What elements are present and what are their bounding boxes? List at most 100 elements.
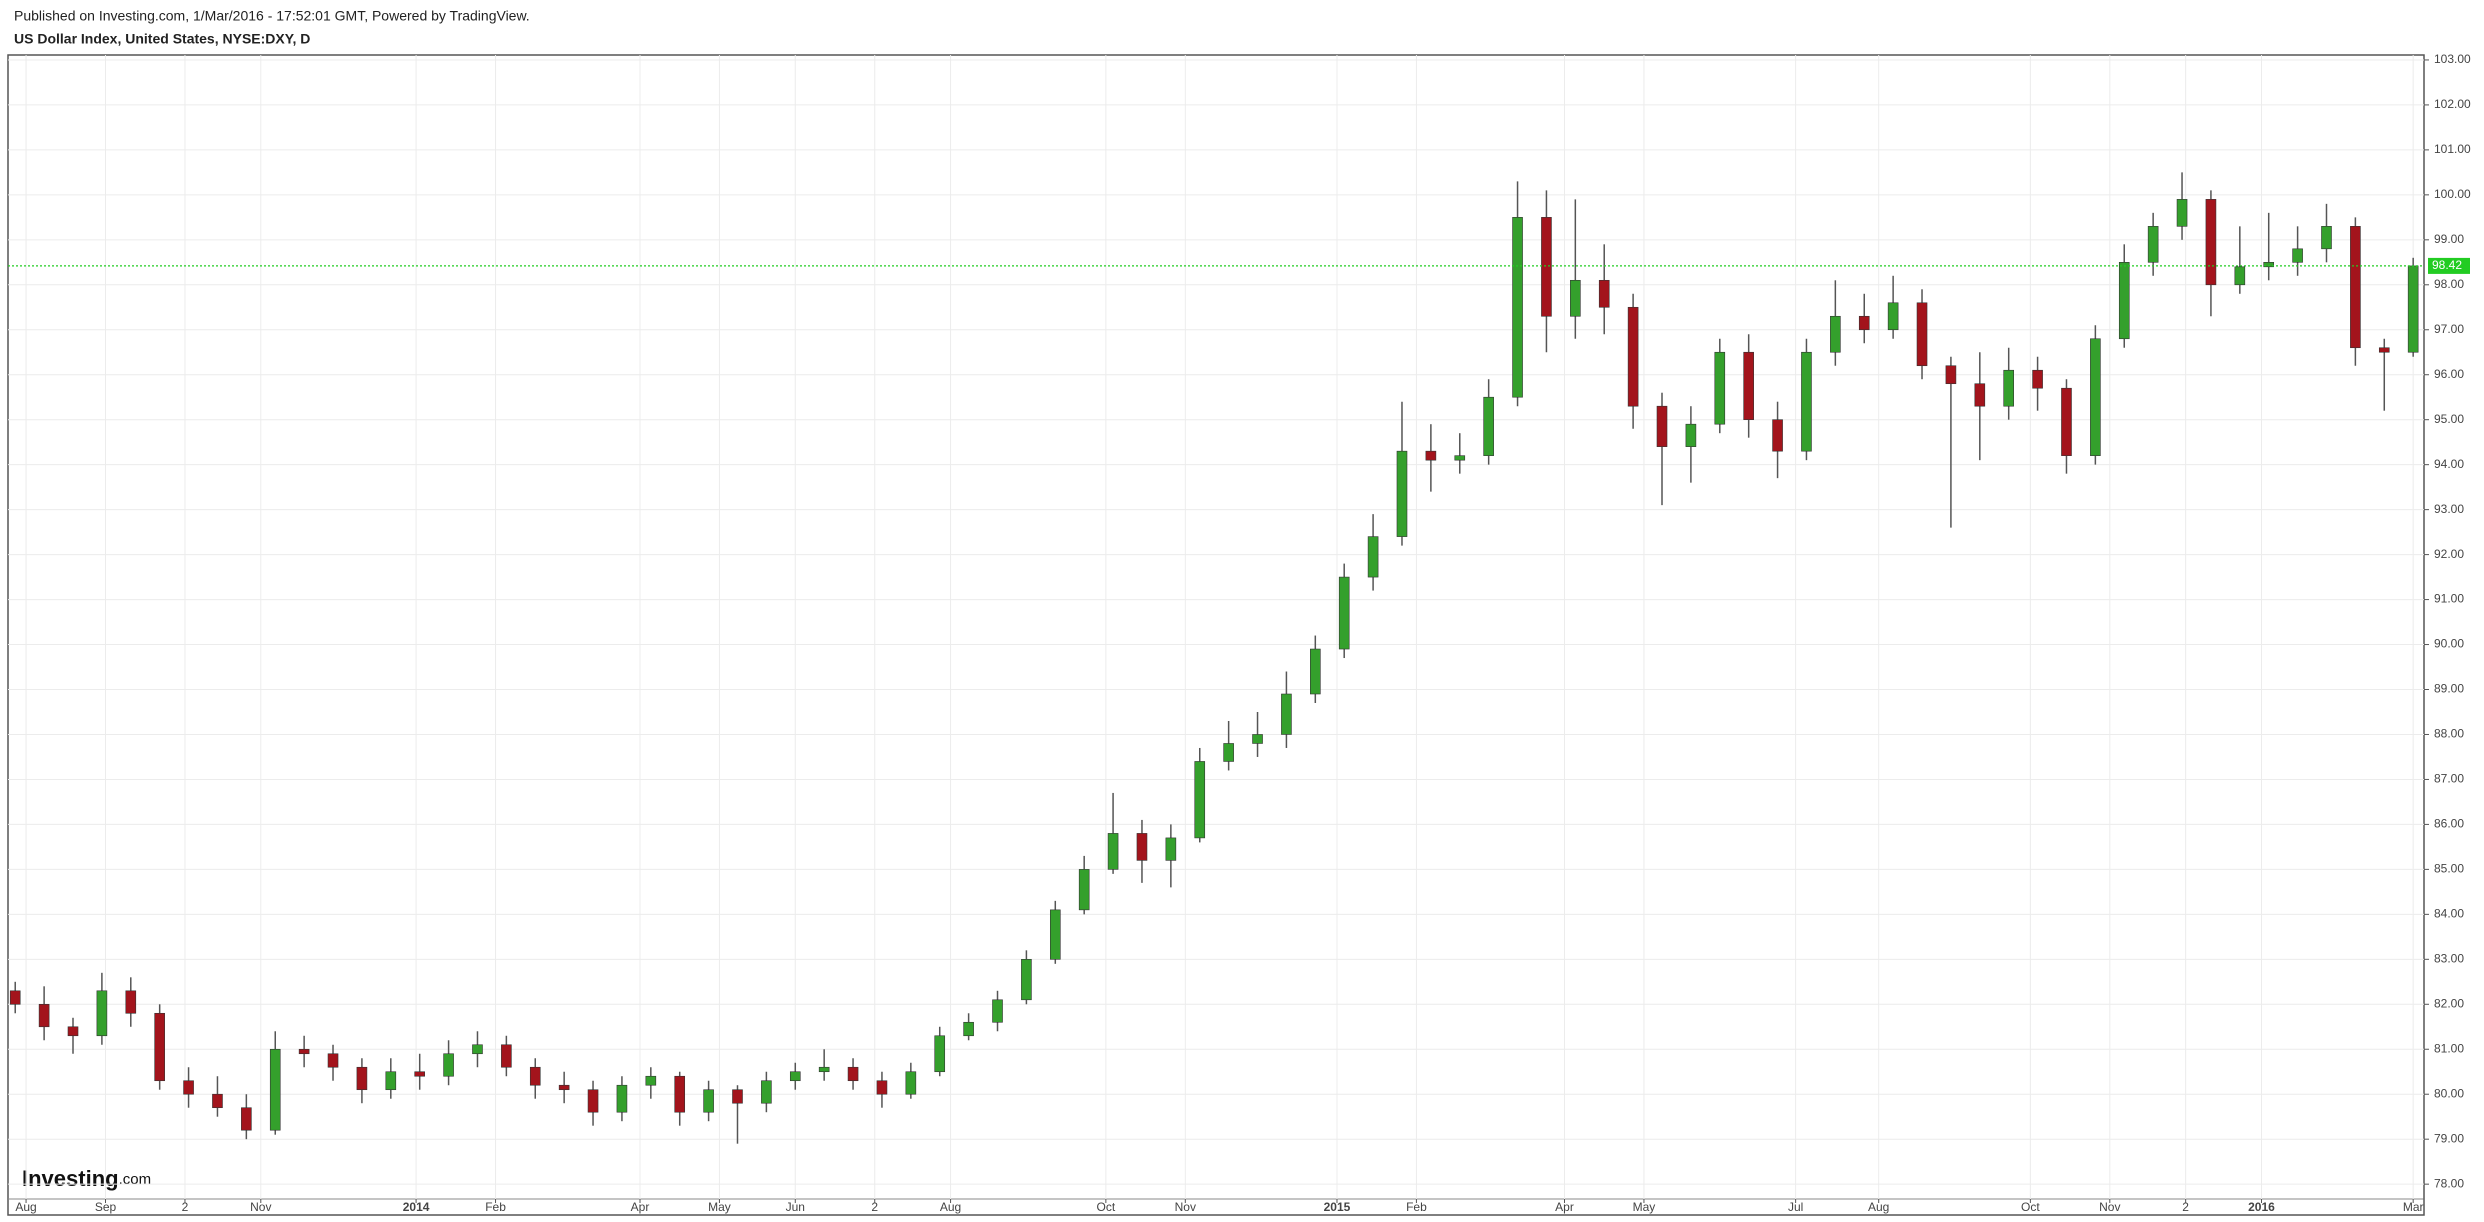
y-tick-label: 79.00 [2434, 1131, 2464, 1145]
candle-body [1223, 743, 1234, 762]
y-tick-label: 91.00 [2434, 592, 2464, 606]
candle-body [443, 1053, 454, 1077]
candle-body [2090, 338, 2101, 456]
y-tick-label: 81.00 [2434, 1041, 2464, 1055]
candle-body [1252, 734, 1263, 744]
candle-body [9, 990, 21, 1005]
candle-body [1310, 648, 1321, 695]
x-tick-label: Aug [15, 1200, 36, 1214]
candle-body [1627, 306, 1639, 407]
x-tick-label: Oct [1097, 1200, 1116, 1214]
candle-body [934, 1035, 946, 1073]
candle-body [414, 1071, 425, 1077]
candle-body [1714, 351, 1726, 425]
candle-body [2061, 387, 2072, 456]
y-tick-label: 85.00 [2434, 862, 2464, 876]
x-tick-label: Nov [250, 1200, 271, 1214]
candle-body [1801, 351, 1812, 452]
candle-body [154, 1012, 165, 1082]
y-tick-label: 102.00 [2434, 97, 2471, 111]
y-tick-label: 82.00 [2434, 996, 2464, 1010]
candle-body [1165, 837, 1177, 861]
candle-body [992, 999, 1003, 1023]
candle-body [1021, 959, 1032, 1001]
x-tick-label: Mar [2403, 1200, 2424, 1214]
x-tick-label: May [1633, 1200, 1656, 1214]
y-tick-label: 86.00 [2434, 817, 2464, 831]
x-tick-label: 2015 [1324, 1200, 1351, 1214]
x-tick-label: 2 [182, 1200, 189, 1214]
candle-body [876, 1080, 888, 1095]
y-tick-label: 97.00 [2434, 322, 2464, 336]
candle-body [2147, 226, 2159, 263]
y-tick-label: 101.00 [2434, 142, 2471, 156]
candle-body [2003, 369, 2014, 407]
last-price-box [2428, 257, 2470, 274]
chart-title: US Dollar Index, United States, NYSE:DXY… [14, 31, 310, 47]
y-tick-label: 94.00 [2434, 457, 2464, 471]
candle-body [1945, 365, 1957, 385]
candle-body [1396, 450, 1408, 537]
candle-body [2176, 199, 2188, 227]
candle-body [703, 1089, 714, 1113]
candle-body [1107, 833, 1119, 870]
candle-body [847, 1066, 859, 1082]
candle-body [241, 1107, 252, 1131]
y-tick-label: 92.00 [2434, 547, 2464, 561]
candle-body [212, 1093, 223, 1109]
candle-body [587, 1089, 599, 1113]
candle-body [1078, 869, 1090, 911]
y-tick-label: 83.00 [2434, 951, 2464, 965]
brand-logo: Investing.com [22, 1166, 151, 1191]
x-tick-label: Apr [631, 1200, 650, 1214]
x-tick-label: Nov [1175, 1200, 1196, 1214]
y-tick-label: 90.00 [2434, 637, 2464, 651]
candle-body [2118, 262, 2130, 340]
y-tick-label: 100.00 [2434, 187, 2471, 201]
candle-body [1454, 455, 1466, 461]
candle-body [1338, 576, 1350, 650]
candle-body [356, 1066, 368, 1091]
candle-body [2032, 369, 2043, 389]
candle-body [269, 1048, 281, 1131]
candle-body [1887, 302, 1899, 331]
candle-body [2378, 347, 2390, 353]
x-tick-label: 2 [871, 1200, 878, 1214]
candle-body [1772, 419, 1783, 452]
candle-body [1049, 909, 1061, 960]
y-tick-label: 103.00 [2434, 52, 2471, 66]
x-tick-label: Nov [2099, 1200, 2120, 1214]
candle-body [674, 1075, 686, 1113]
brand-suffix: .com [119, 1171, 152, 1188]
candle-body [1281, 693, 1292, 735]
y-tick-label: 89.00 [2434, 682, 2464, 696]
x-tick-label: Jun [786, 1200, 805, 1214]
y-tick-label: 99.00 [2434, 232, 2464, 246]
y-tick-label: 95.00 [2434, 412, 2464, 426]
x-tick-label: 2014 [403, 1200, 430, 1214]
candle-body [1858, 315, 1870, 331]
x-tick-label: Aug [1868, 1200, 1889, 1214]
candle-body [125, 990, 137, 1014]
x-tick-label: Feb [485, 1200, 506, 1214]
candle-body [1830, 315, 1841, 353]
y-tick-label: 93.00 [2434, 502, 2464, 516]
x-tick-label: 2 [2182, 1200, 2189, 1214]
candle-body [298, 1048, 310, 1055]
candle-body [616, 1084, 628, 1113]
candle-body [472, 1044, 483, 1055]
candle-body [818, 1066, 830, 1073]
candle-body [1136, 833, 1148, 861]
candle-body [732, 1089, 743, 1104]
candle-body [2205, 199, 2217, 286]
candle-body [558, 1084, 570, 1091]
candle-body [963, 1021, 974, 1037]
y-tick-label: 80.00 [2434, 1086, 2464, 1100]
y-tick-label: 84.00 [2434, 907, 2464, 921]
x-tick-label: Feb [1406, 1200, 1427, 1214]
candle-body [38, 1003, 50, 1028]
candle-body [2234, 266, 2246, 286]
candle-body [1656, 405, 1668, 447]
candle-body [1598, 279, 1610, 308]
